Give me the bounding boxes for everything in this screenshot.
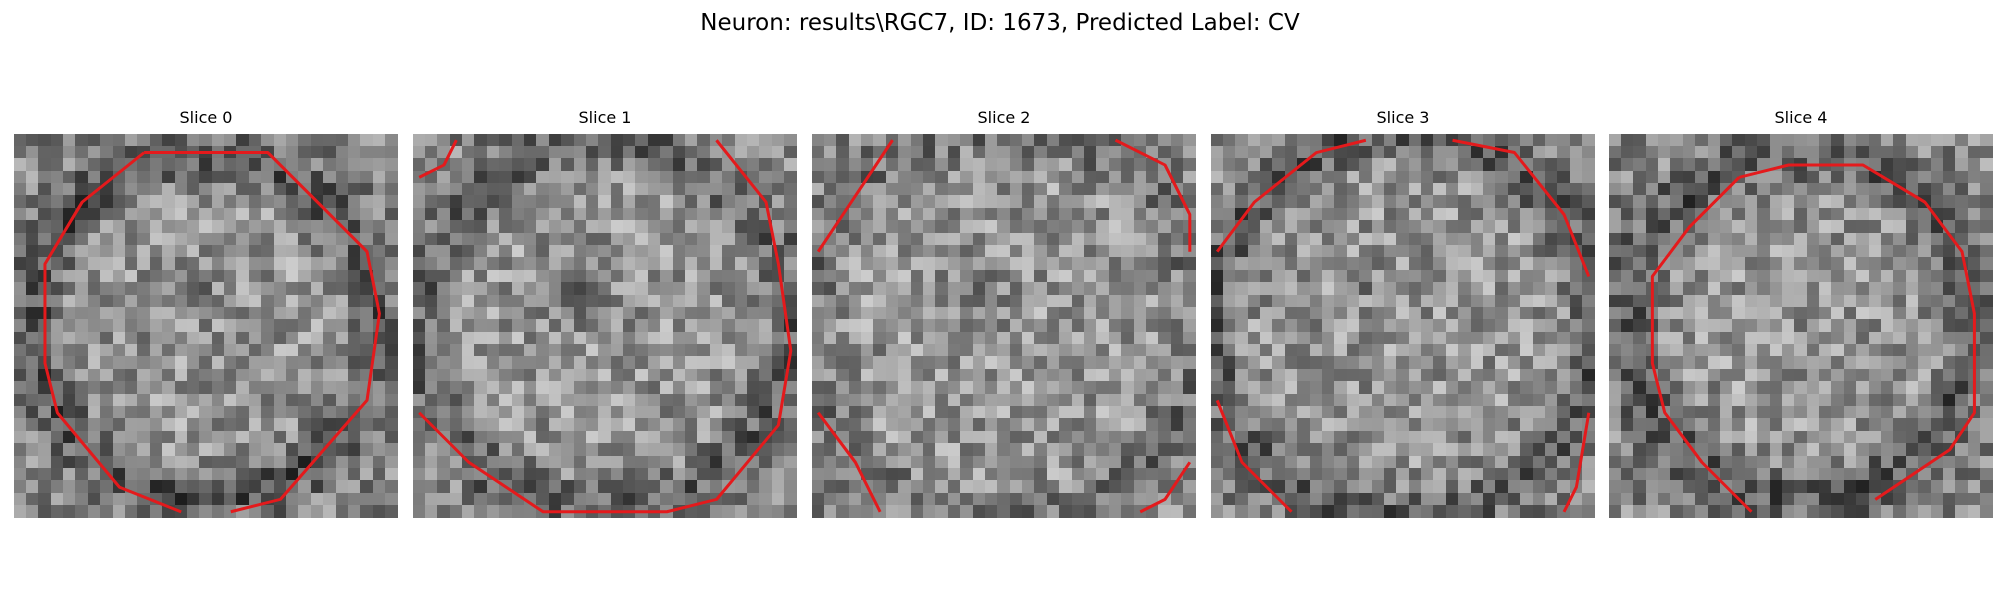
slice-image: [1609, 134, 1993, 518]
slice-panel-0: Slice 0: [14, 106, 398, 522]
slice-title: Slice 2: [977, 108, 1031, 127]
grayscale-image: [413, 134, 797, 518]
slice-panel-1: Slice 1: [413, 106, 797, 522]
grayscale-image: [14, 134, 398, 518]
slice-panel-3: Slice 3: [1211, 106, 1595, 522]
slice-image: [812, 134, 1196, 518]
slice-image: [14, 134, 398, 518]
grayscale-image: [1609, 134, 1993, 518]
slice-title: Slice 3: [1376, 108, 1430, 127]
slice-panel-4: Slice 4: [1609, 106, 1993, 522]
slice-title: Slice 1: [578, 108, 632, 127]
figure-title: Neuron: results\RGC7, ID: 1673, Predicte…: [700, 10, 1300, 36]
slice-panel-2: Slice 2: [812, 106, 1196, 522]
slice-image: [1211, 134, 1595, 518]
slice-title: Slice 0: [179, 108, 233, 127]
slice-image: [413, 134, 797, 518]
grayscale-image: [1211, 134, 1595, 518]
grayscale-image: [812, 134, 1196, 518]
slice-title: Slice 4: [1774, 108, 1828, 127]
